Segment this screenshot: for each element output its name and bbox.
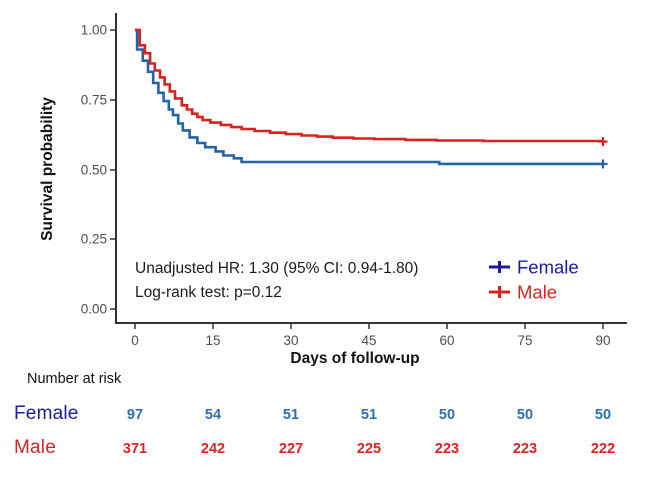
x-axis-tick-labels: 0 15 30 45 60 75 90 [131, 333, 610, 348]
risk-row-male: Male 371 242 227 225 223 223 222 [0, 437, 650, 461]
risk-count: 227 [278, 441, 304, 457]
risk-table-title: Number at risk [27, 371, 122, 387]
y-tick-label: 1.00 [81, 23, 107, 38]
y-tick-label: 0.00 [81, 302, 107, 317]
x-tick-label: 75 [517, 333, 532, 348]
curve-male [135, 28, 605, 143]
x-axis-ticks [134, 323, 604, 329]
y-axis-ticks [110, 29, 116, 310]
y-tick-label: 0.50 [81, 163, 107, 178]
stats-annotation: Unadjusted HR: 1.30 (95% CI: 0.94-1.80) … [135, 260, 418, 301]
y-axis-tick-labels: 1.00 0.75 0.50 0.25 0.00 [81, 23, 107, 317]
risk-count: 97 [126, 407, 144, 423]
risk-row-female: Female 97 54 51 51 50 50 50 [0, 403, 650, 427]
risk-count: 223 [512, 441, 538, 457]
x-tick-label: 90 [595, 333, 610, 348]
legend-entry-female: Female [489, 257, 579, 278]
x-tick-label: 45 [361, 333, 376, 348]
y-tick-label: 0.75 [81, 93, 107, 108]
censor-male [598, 137, 608, 147]
risk-count: 242 [200, 441, 226, 457]
risk-count: 51 [360, 407, 378, 423]
km-plot: 1.00 0.75 0.50 0.25 0.00 0 15 30 45 60 7… [39, 13, 627, 367]
risk-row-label: Female [14, 403, 79, 424]
hr-annotation: Unadjusted HR: 1.30 (95% CI: 0.94-1.80) [135, 260, 418, 277]
x-tick-label: 60 [439, 333, 454, 348]
risk-count: 223 [434, 441, 460, 457]
y-axis-title: Survival probability [39, 97, 56, 241]
logrank-annotation: Log-rank test: p=0.12 [135, 284, 282, 301]
risk-count: 54 [204, 407, 222, 423]
risk-count: 51 [282, 407, 300, 423]
x-axis-title: Days of follow-up [290, 350, 419, 366]
y-tick-label: 0.25 [81, 232, 107, 247]
risk-count: 222 [590, 441, 616, 457]
legend: Female Male [489, 257, 579, 303]
risk-count: 371 [122, 441, 148, 457]
x-tick-label: 15 [205, 333, 220, 348]
x-tick-label: 0 [131, 333, 139, 348]
legend-label-male: Male [517, 282, 557, 303]
risk-count: 50 [594, 407, 612, 423]
legend-label-female: Female [517, 257, 579, 278]
curve-female [135, 28, 603, 166]
risk-count: 50 [438, 407, 456, 423]
legend-entry-male: Male [489, 282, 557, 303]
censor-female [598, 159, 608, 169]
risk-count: 225 [356, 441, 382, 457]
x-tick-label: 30 [283, 333, 298, 348]
risk-row-label: Male [14, 437, 56, 458]
risk-count: 50 [516, 407, 534, 423]
